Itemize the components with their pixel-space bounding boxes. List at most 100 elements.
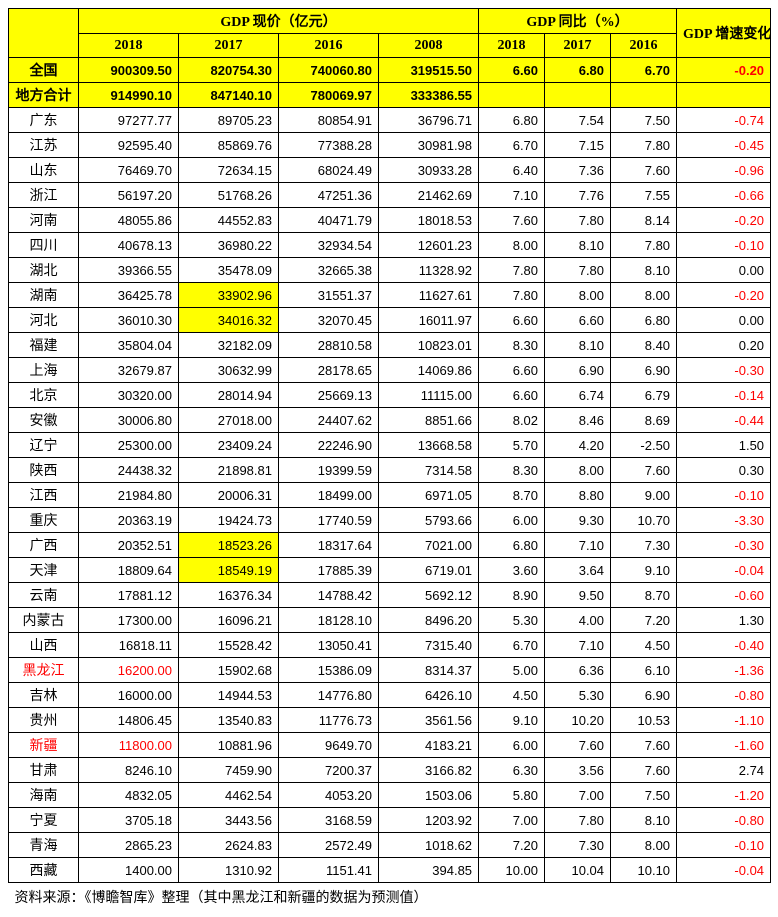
- table-row: 河北36010.3034016.3232070.4516011.976.606.…: [9, 308, 771, 333]
- yoy-cell: 7.36: [545, 158, 611, 183]
- table-row: 安徽30006.8027018.0024407.628851.668.028.4…: [9, 408, 771, 433]
- yoy-cell: 7.60: [611, 758, 677, 783]
- change-cell: 1.50: [677, 433, 771, 458]
- gdp-cell: 8851.66: [379, 408, 479, 433]
- change-cell: -0.44: [677, 408, 771, 433]
- yoy-cell: 7.30: [545, 833, 611, 858]
- gdp-cell: 80854.91: [279, 108, 379, 133]
- gdp-cell: 2572.49: [279, 833, 379, 858]
- gdp-cell: 77388.28: [279, 133, 379, 158]
- yoy-cell: 7.80: [545, 258, 611, 283]
- gdp-cell: 16011.97: [379, 308, 479, 333]
- yoy-cell: 8.90: [479, 583, 545, 608]
- yoy-cell: 10.20: [545, 708, 611, 733]
- change-cell: -0.96: [677, 158, 771, 183]
- yoy-cell: 6.79: [611, 383, 677, 408]
- gdp-cell: 28178.65: [279, 358, 379, 383]
- gdp-cell: 17881.12: [79, 583, 179, 608]
- gdp-cell: 21984.80: [79, 483, 179, 508]
- gdp-cell: 68024.49: [279, 158, 379, 183]
- gdp-cell: 18809.64: [79, 558, 179, 583]
- gdp-cell: 32182.09: [179, 333, 279, 358]
- summary-row: 全国900309.50820754.30740060.80319515.506.…: [9, 58, 771, 83]
- row-name: 宁夏: [9, 808, 79, 833]
- yoy-cell: 6.40: [479, 158, 545, 183]
- yoy-cell: 7.20: [611, 608, 677, 633]
- yoy-cell: 6.60: [479, 308, 545, 333]
- gdp-cell: 6971.05: [379, 483, 479, 508]
- table-row: 云南17881.1216376.3414788.425692.128.909.5…: [9, 583, 771, 608]
- gdp-cell: 28014.94: [179, 383, 279, 408]
- source-text: 资料来源：《博瞻智库》整理（其中黑龙江和新疆的数据为预测值）: [9, 883, 771, 910]
- gdp-cell: 14788.42: [279, 583, 379, 608]
- yoy-cell: 6.60: [479, 358, 545, 383]
- row-name: 陕西: [9, 458, 79, 483]
- gdp-cell: 6426.10: [379, 683, 479, 708]
- yoy-cell: 8.69: [611, 408, 677, 433]
- yoy-cell: 4.20: [545, 433, 611, 458]
- gdp-cell: 20363.19: [79, 508, 179, 533]
- gdp-cell: 18499.00: [279, 483, 379, 508]
- change-cell: -0.30: [677, 358, 771, 383]
- gdp-cell: 6719.01: [379, 558, 479, 583]
- yoy-cell: 6.80: [545, 58, 611, 83]
- yoy-cell: 8.10: [611, 808, 677, 833]
- yoy-cell: 10.70: [611, 508, 677, 533]
- change-cell: -0.10: [677, 833, 771, 858]
- change-cell: -1.20: [677, 783, 771, 808]
- yoy-cell: 7.30: [611, 533, 677, 558]
- change-cell: -0.10: [677, 233, 771, 258]
- yoy-cell: 4.00: [545, 608, 611, 633]
- change-cell: -0.04: [677, 558, 771, 583]
- table-row: 贵州14806.4513540.8311776.733561.569.1010.…: [9, 708, 771, 733]
- change-cell: 1.30: [677, 608, 771, 633]
- yoy-cell: 7.80: [611, 133, 677, 158]
- gdp-cell: 11627.61: [379, 283, 479, 308]
- yoy-cell: 6.60: [545, 308, 611, 333]
- gdp-cell: 17300.00: [79, 608, 179, 633]
- gdp-cell: 18317.64: [279, 533, 379, 558]
- yoy-cell: 6.30: [479, 758, 545, 783]
- gdp-cell: 24438.32: [79, 458, 179, 483]
- yoy-cell: 6.74: [545, 383, 611, 408]
- change-cell: -0.20: [677, 58, 771, 83]
- gdp-cell: 1310.92: [179, 858, 279, 883]
- header-year-yoy: 2016: [611, 34, 677, 58]
- gdp-cell: 7314.58: [379, 458, 479, 483]
- change-cell: 0.00: [677, 258, 771, 283]
- gdp-cell: 56197.20: [79, 183, 179, 208]
- gdp-cell: 18523.26: [179, 533, 279, 558]
- change-cell: -0.40: [677, 633, 771, 658]
- gdp-cell: 27018.00: [179, 408, 279, 433]
- row-name: 河南: [9, 208, 79, 233]
- change-cell: -0.30: [677, 533, 771, 558]
- table-row: 河南48055.8644552.8340471.7918018.537.607.…: [9, 208, 771, 233]
- change-cell: -0.45: [677, 133, 771, 158]
- yoy-cell: 8.02: [479, 408, 545, 433]
- gdp-cell: 16376.34: [179, 583, 279, 608]
- gdp-cell: 35804.04: [79, 333, 179, 358]
- yoy-cell: 7.80: [479, 258, 545, 283]
- gdp-cell: 13540.83: [179, 708, 279, 733]
- change-cell: -0.80: [677, 683, 771, 708]
- yoy-cell: 7.80: [479, 283, 545, 308]
- table-row: 北京30320.0028014.9425669.1311115.006.606.…: [9, 383, 771, 408]
- yoy-cell: 6.80: [611, 308, 677, 333]
- table-header: GDP 现价（亿元） GDP 同比（%） GDP 增速变化（%） 2018201…: [9, 9, 771, 58]
- row-name: 广西: [9, 533, 79, 558]
- row-name: 甘肃: [9, 758, 79, 783]
- table-row: 山东76469.7072634.1568024.4930933.286.407.…: [9, 158, 771, 183]
- gdp-cell: 820754.30: [179, 58, 279, 83]
- yoy-cell: 8.30: [479, 333, 545, 358]
- yoy-cell: 9.10: [611, 558, 677, 583]
- gdp-cell: 16818.11: [79, 633, 179, 658]
- yoy-cell: 10.53: [611, 708, 677, 733]
- row-name: 青海: [9, 833, 79, 858]
- header-blank: [9, 9, 79, 58]
- yoy-cell: 6.90: [611, 358, 677, 383]
- yoy-cell: 8.46: [545, 408, 611, 433]
- header-year-yoy: 2018: [479, 34, 545, 58]
- table-row: 新疆11800.0010881.969649.704183.216.007.60…: [9, 733, 771, 758]
- gdp-cell: 10823.01: [379, 333, 479, 358]
- row-name: 上海: [9, 358, 79, 383]
